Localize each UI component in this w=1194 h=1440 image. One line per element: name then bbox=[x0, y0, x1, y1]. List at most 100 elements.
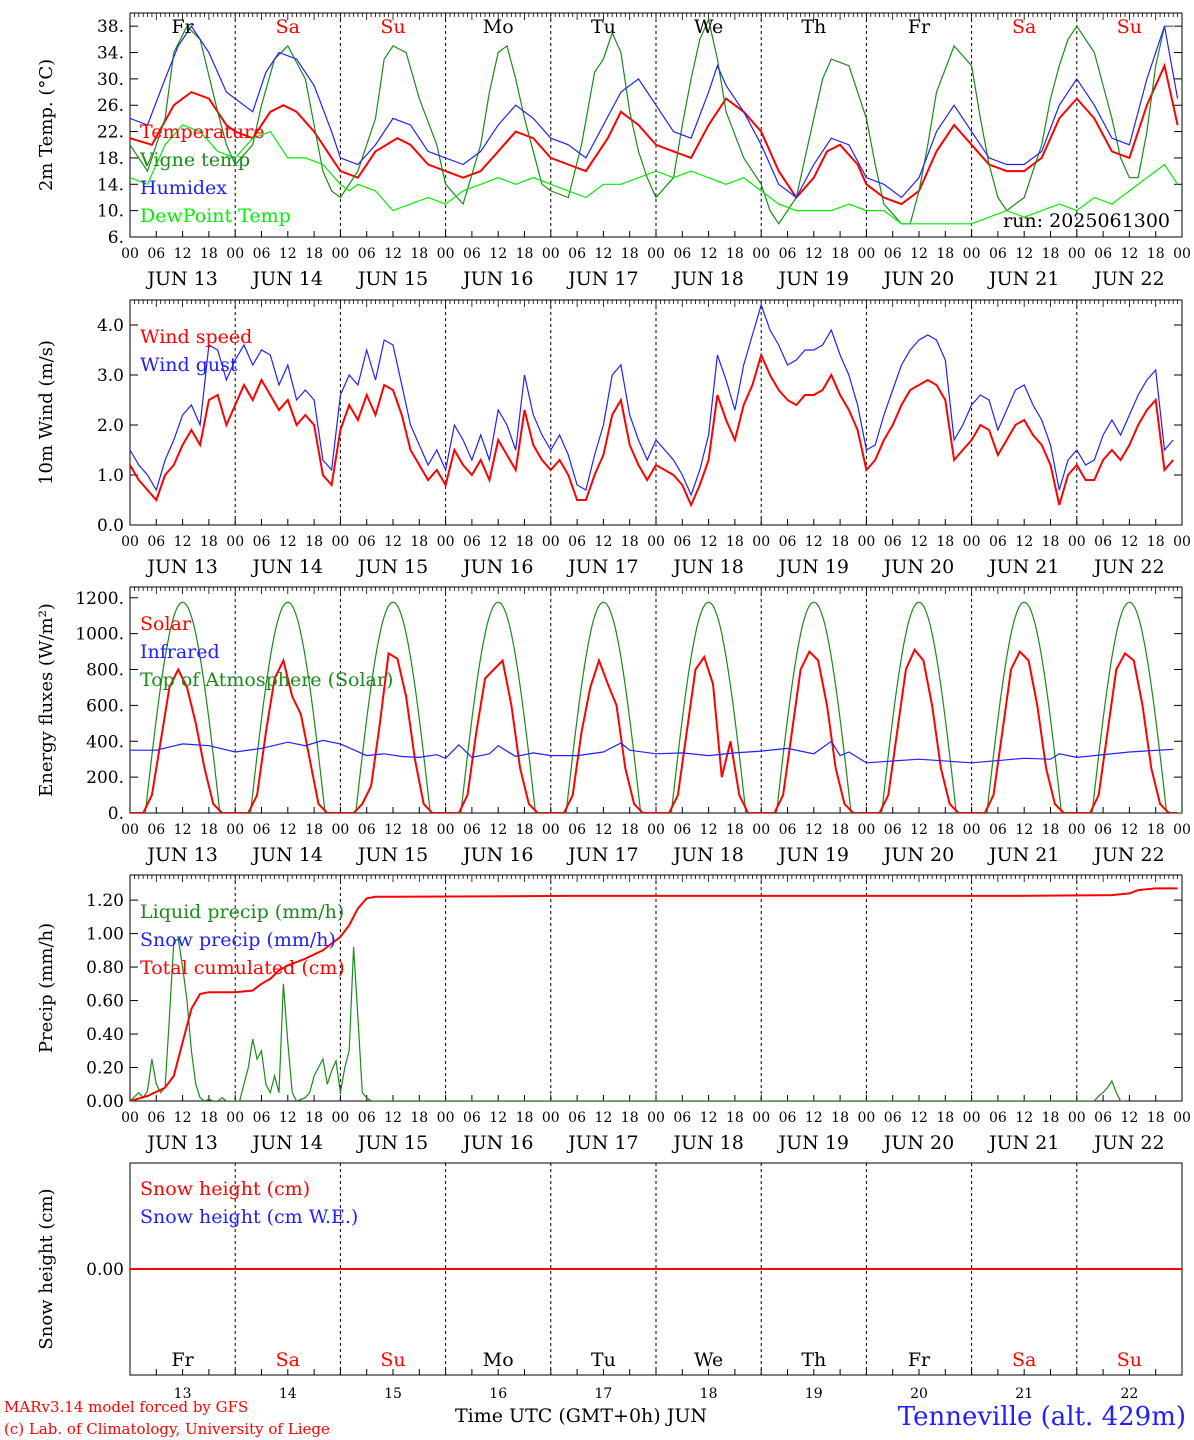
hour-label: 18 bbox=[621, 246, 639, 262]
date-label: JUN 20 bbox=[882, 1132, 954, 1154]
y-tick-label: 0.20 bbox=[86, 1059, 124, 1079]
date-label: JUN 15 bbox=[356, 268, 428, 290]
hour-label: 06 bbox=[358, 534, 376, 550]
hour-label: 06 bbox=[358, 246, 376, 262]
hour-label: 18 bbox=[410, 822, 428, 838]
y-tick-label: 22. bbox=[97, 123, 124, 143]
hour-label: 06 bbox=[779, 822, 797, 838]
hour-label: 06 bbox=[673, 822, 691, 838]
hour-label: 12 bbox=[279, 246, 297, 262]
date-label: JUN 14 bbox=[251, 556, 323, 578]
day-name-bottom: Fr bbox=[908, 1349, 931, 1371]
hour-label: 06 bbox=[673, 534, 691, 550]
hour-label: 18 bbox=[1042, 822, 1060, 838]
date-label: JUN 20 bbox=[882, 556, 954, 578]
hour-label: 12 bbox=[1120, 1110, 1138, 1126]
day-number: 15 bbox=[384, 1386, 402, 1402]
panel-2: 0.0 1.0 2.0 3.0 4.0 10m Wind (m/s) Wind speed W… bbox=[36, 299, 1191, 578]
day-name-bottom: Fr bbox=[171, 1349, 194, 1371]
hour-label: 06 bbox=[253, 1110, 271, 1126]
hour-label: 12 bbox=[594, 534, 612, 550]
series-line-1-1 bbox=[130, 62, 1179, 206]
hour-label: 06 bbox=[1094, 822, 1112, 838]
hour-label: 12 bbox=[384, 246, 402, 262]
hour-label: 18 bbox=[936, 534, 954, 550]
hour-label: 12 bbox=[910, 822, 928, 838]
date-label: JUN 19 bbox=[777, 556, 849, 578]
hour-label: 00 bbox=[963, 1110, 981, 1126]
y-axis-label: Precip (mm/h) bbox=[36, 923, 57, 1053]
y-axis-label: 2m Temp. (°C) bbox=[36, 59, 57, 191]
date-label: JUN 21 bbox=[987, 556, 1059, 578]
hour-label: 00 bbox=[963, 534, 981, 550]
location-title: Tenneville (alt. 429m) bbox=[897, 1402, 1186, 1432]
y-tick-label: 400. bbox=[86, 732, 124, 752]
series-line-3-2 bbox=[130, 739, 1174, 764]
series-line-1-4 bbox=[130, 124, 1179, 225]
hour-label: 00 bbox=[437, 534, 455, 550]
hour-label: 06 bbox=[884, 822, 902, 838]
hour-label: 00 bbox=[542, 822, 560, 838]
hour-label: 00 bbox=[121, 534, 139, 550]
date-label: JUN 20 bbox=[882, 268, 954, 290]
day-number: 13 bbox=[174, 1386, 192, 1402]
date-label: JUN 21 bbox=[987, 268, 1059, 290]
hour-label: 12 bbox=[384, 1110, 402, 1126]
date-label: JUN 14 bbox=[251, 844, 323, 866]
date-label: JUN 15 bbox=[356, 556, 428, 578]
hour-label: 12 bbox=[279, 822, 297, 838]
hour-label: 18 bbox=[200, 1110, 218, 1126]
hour-label: 12 bbox=[910, 534, 928, 550]
hour-label: 00 bbox=[1068, 246, 1086, 262]
hour-label: 18 bbox=[621, 1110, 639, 1126]
y-tick-label: 1.00 bbox=[86, 925, 124, 945]
hour-label: 00 bbox=[542, 534, 560, 550]
hour-label: 18 bbox=[305, 246, 323, 262]
day-name-bottom: Sa bbox=[1012, 1349, 1036, 1371]
y-axis-label: 10m Wind (m/s) bbox=[36, 340, 57, 485]
hour-label: 12 bbox=[1015, 534, 1033, 550]
hour-label: 12 bbox=[1120, 822, 1138, 838]
y-tick-label: 800. bbox=[86, 661, 124, 681]
hour-label: 12 bbox=[805, 246, 823, 262]
hour-label: 18 bbox=[410, 1110, 428, 1126]
panel-5: 0.00 Snow height (cm) Snow height (cm) Snow… bbox=[36, 1162, 1183, 1376]
hour-label: 12 bbox=[1015, 822, 1033, 838]
y-tick-label: 6. bbox=[108, 228, 124, 248]
series-line-2-1 bbox=[130, 352, 1174, 508]
hour-label: 18 bbox=[831, 1110, 849, 1126]
hour-label: 00 bbox=[121, 1110, 139, 1126]
y-tick-label: 26. bbox=[97, 96, 124, 116]
hour-label: 00 bbox=[857, 1110, 875, 1126]
date-label: JUN 21 bbox=[987, 844, 1059, 866]
y-tick-label: 10. bbox=[97, 202, 124, 222]
date-label: JUN 22 bbox=[1092, 844, 1164, 866]
hour-label: 12 bbox=[700, 534, 718, 550]
hour-label: 18 bbox=[410, 246, 428, 262]
hour-label: 00 bbox=[331, 822, 349, 838]
date-label: JUN 22 bbox=[1092, 268, 1164, 290]
y-tick-label: 0.00 bbox=[86, 1092, 124, 1112]
hour-label: 18 bbox=[305, 822, 323, 838]
legend-entry: Snow height (cm) bbox=[140, 1178, 310, 1200]
hour-label: 06 bbox=[463, 246, 481, 262]
hour-label: 12 bbox=[594, 246, 612, 262]
hour-label: 18 bbox=[516, 1110, 534, 1126]
hour-label: 12 bbox=[384, 822, 402, 838]
hour-label: 18 bbox=[410, 534, 428, 550]
hour-label: 18 bbox=[200, 822, 218, 838]
panel-4: 0.00 0.20 0.40 0.60 0.80 1.00 1.20 Precip (mm/h… bbox=[36, 874, 1191, 1154]
hour-label: 18 bbox=[516, 822, 534, 838]
date-label: JUN 19 bbox=[777, 844, 849, 866]
date-label: JUN 20 bbox=[882, 844, 954, 866]
y-tick-label: 2.0 bbox=[97, 416, 124, 436]
date-label: JUN 14 bbox=[251, 1132, 323, 1154]
hour-label: 00 bbox=[437, 822, 455, 838]
day-number: 19 bbox=[805, 1386, 823, 1402]
date-label: JUN 15 bbox=[356, 1132, 428, 1154]
hour-label: 12 bbox=[1120, 534, 1138, 550]
y-tick-label: 0. bbox=[108, 804, 124, 824]
y-tick-label: 0.0 bbox=[97, 516, 124, 536]
hour-label: 00 bbox=[1173, 822, 1191, 838]
hour-label: 00 bbox=[542, 246, 560, 262]
